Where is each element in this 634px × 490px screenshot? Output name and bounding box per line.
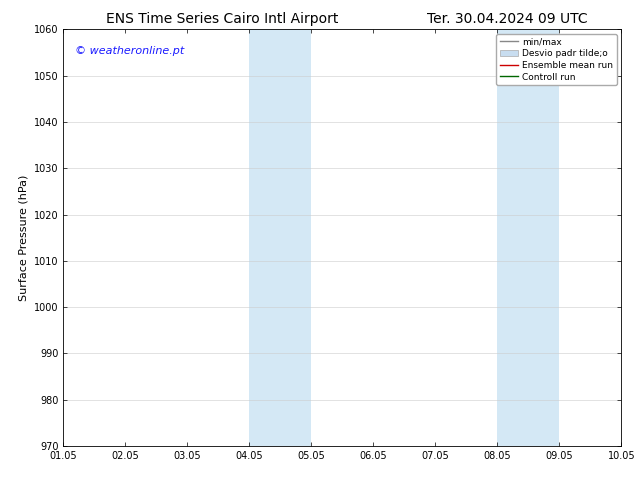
Text: © weatheronline.pt: © weatheronline.pt — [75, 46, 184, 56]
Bar — [249, 29, 311, 446]
Text: Ter. 30.04.2024 09 UTC: Ter. 30.04.2024 09 UTC — [427, 12, 588, 26]
Text: ENS Time Series Cairo Intl Airport: ENS Time Series Cairo Intl Airport — [106, 12, 338, 26]
Y-axis label: Surface Pressure (hPa): Surface Pressure (hPa) — [18, 174, 29, 301]
Legend: min/max, Desvio padr tilde;o, Ensemble mean run, Controll run: min/max, Desvio padr tilde;o, Ensemble m… — [496, 34, 617, 85]
Bar — [497, 29, 559, 446]
